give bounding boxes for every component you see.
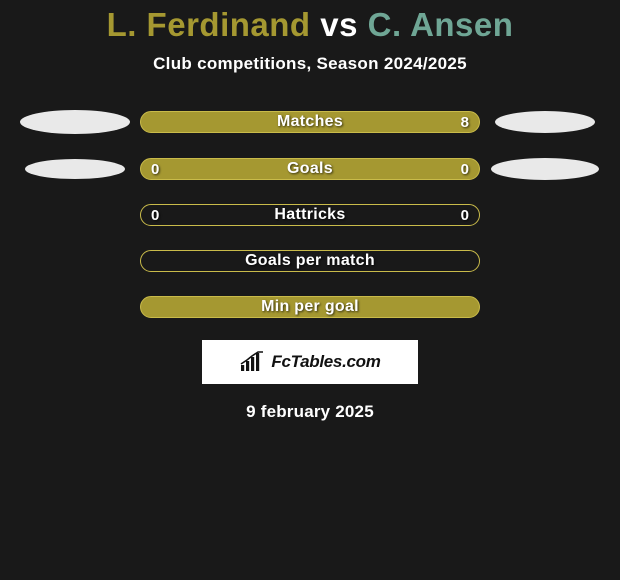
right-badge-slot bbox=[480, 111, 610, 133]
comparison-title: L. Ferdinand vs C. Ansen bbox=[0, 6, 620, 44]
stat-bar: Min per goal bbox=[140, 296, 480, 318]
stat-value-right: 0 bbox=[461, 207, 469, 224]
title-vs: vs bbox=[320, 6, 358, 43]
left-badge-slot bbox=[10, 159, 140, 179]
subtitle: Club competitions, Season 2024/2025 bbox=[0, 54, 620, 74]
stat-label: Hattricks bbox=[274, 206, 345, 224]
left-badge-slot bbox=[10, 110, 140, 134]
stat-row: Min per goal bbox=[0, 296, 620, 318]
player2-name: C. Ansen bbox=[368, 6, 514, 43]
stat-row: 0 Hattricks 0 bbox=[0, 204, 620, 226]
player2-badge bbox=[491, 158, 599, 180]
stat-row: Matches 8 bbox=[0, 110, 620, 134]
stat-row: 0 Goals 0 bbox=[0, 158, 620, 180]
stat-rows: Matches 8 0 Goals 0 0 Hattricks 0 Goals per matc… bbox=[0, 110, 620, 318]
stat-label: Matches bbox=[277, 113, 343, 131]
player1-badge bbox=[20, 110, 130, 134]
stat-bar: Matches 8 bbox=[140, 111, 480, 133]
player1-name: L. Ferdinand bbox=[107, 6, 311, 43]
player1-badge bbox=[25, 159, 125, 179]
date-label: 9 february 2025 bbox=[0, 402, 620, 422]
stat-value-left: 0 bbox=[151, 207, 159, 224]
stat-value-left: 0 bbox=[151, 161, 159, 178]
logo-wrap: FcTables.com bbox=[0, 340, 620, 384]
stat-bar: 0 Hattricks 0 bbox=[140, 204, 480, 226]
stat-bar: 0 Goals 0 bbox=[140, 158, 480, 180]
fctables-logo: FcTables.com bbox=[202, 340, 418, 384]
right-badge-slot bbox=[480, 158, 610, 180]
stat-value-right: 0 bbox=[461, 161, 469, 178]
logo-text: FcTables.com bbox=[271, 352, 380, 372]
bar-chart-icon bbox=[239, 351, 265, 373]
stat-label: Min per goal bbox=[261, 298, 359, 316]
stat-bar: Goals per match bbox=[140, 250, 480, 272]
stat-label: Goals per match bbox=[245, 252, 375, 270]
stat-row: Goals per match bbox=[0, 250, 620, 272]
player2-badge bbox=[495, 111, 595, 133]
stat-label: Goals bbox=[287, 160, 333, 178]
stat-value-right: 8 bbox=[461, 114, 469, 131]
